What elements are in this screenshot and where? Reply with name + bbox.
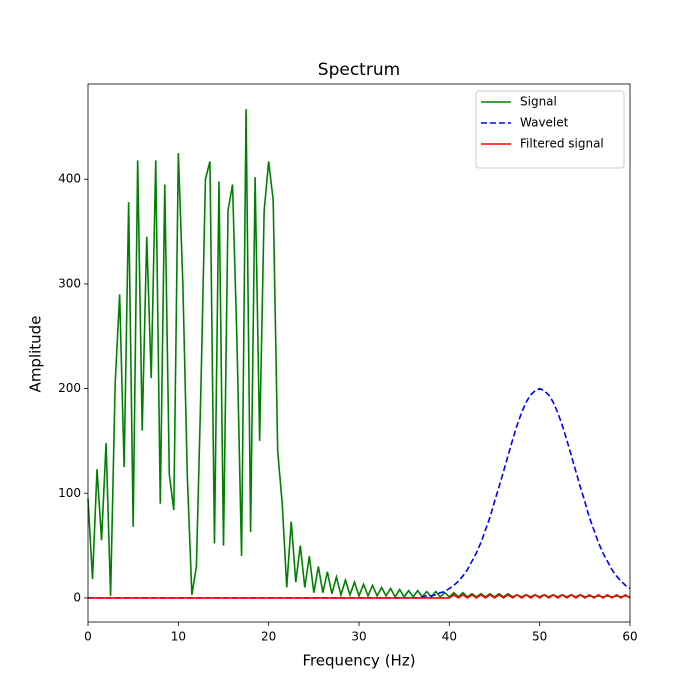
x-tick-label: 10 <box>171 630 186 644</box>
chart-title: Spectrum <box>318 60 400 80</box>
y-tick-label: 300 <box>58 276 81 290</box>
x-tick-label: 0 <box>84 630 92 644</box>
x-tick-label: 40 <box>442 630 457 644</box>
x-tick-label: 20 <box>261 630 276 644</box>
y-tick-label: 400 <box>58 172 81 186</box>
y-tick-label: 200 <box>58 381 81 395</box>
x-tick-label: 50 <box>532 630 547 644</box>
series-line <box>87 109 631 599</box>
y-tick-label: 0 <box>73 590 81 604</box>
x-tick-label: 60 <box>622 630 637 644</box>
y-tick-label: 100 <box>58 486 81 500</box>
legend-label: Wavelet <box>520 116 569 130</box>
legend-label: Filtered signal <box>520 137 604 151</box>
legend-box <box>475 90 625 169</box>
series-line <box>88 593 631 599</box>
y-axis-label: Amplitude <box>27 316 45 393</box>
legend-label: Signal <box>520 95 557 109</box>
x-axis-label: Frequency (Hz) <box>302 652 415 670</box>
plot-frame <box>87 83 631 623</box>
x-tick-label: 30 <box>351 630 366 644</box>
